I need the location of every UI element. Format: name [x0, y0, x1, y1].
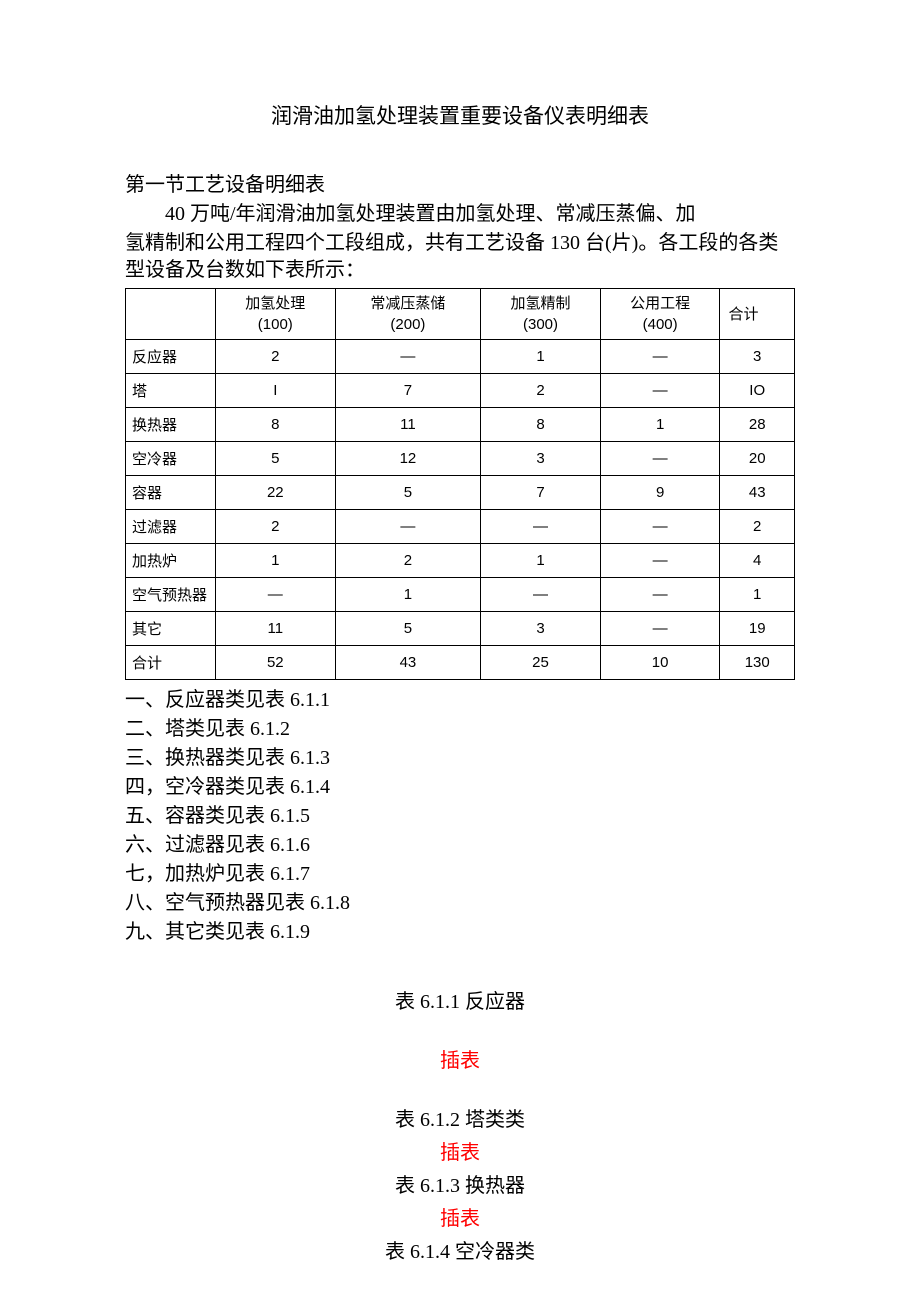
table-row: 容器2257943 — [126, 476, 795, 510]
intro-paragraph-line1: 40 万吨/年润滑油加氢处理装置由加氢处理、常减压蒸偏、加 — [125, 201, 795, 228]
list-item: 二、塔类见表 6.1.2 — [125, 715, 795, 744]
list-item: 六、过滤器见表 6.1.6 — [125, 831, 795, 860]
insert-table-placeholder: 插表 — [125, 1136, 795, 1165]
list-item: 一、反应器类见表 6.1.1 — [125, 686, 795, 715]
header-col3: 加氢精制(300) — [481, 289, 601, 340]
list-item: 八、空气预热器见表 6.1.8 — [125, 889, 795, 918]
table-row: 其它1153—19 — [126, 612, 795, 646]
table-row: 空冷器5123—20 — [126, 442, 795, 476]
list-item: 四，空冷器类见表 6.1.4 — [125, 773, 795, 802]
intro-paragraph-line2: 氢精制和公用工程四个工段组成，共有工艺设备 130 台(片)。各工段的各类型设备… — [125, 230, 795, 284]
table-row: 换热器8118128 — [126, 408, 795, 442]
header-col4: 公用工程(400) — [600, 289, 720, 340]
table-row: 过滤器2———2 — [126, 510, 795, 544]
table-row: 加热炉121—4 — [126, 544, 795, 578]
table-caption-612: 表 6.1.2 塔类类 — [125, 1103, 795, 1132]
table-caption-613: 表 6.1.3 换热器 — [125, 1169, 795, 1198]
table-caption-611: 表 6.1.1 反应器 — [125, 985, 795, 1014]
list-item: 三、换热器类见表 6.1.3 — [125, 744, 795, 773]
insert-table-placeholder: 插表 — [125, 1044, 795, 1073]
insert-table-placeholder: 插表 — [125, 1202, 795, 1231]
equipment-summary-table: 加氢处理(100) 常减压蒸储(200) 加氢精制(300) 公用工程(400)… — [125, 288, 795, 680]
section-heading: 第一节工艺设备明细表 — [125, 168, 795, 197]
document-title: 润滑油加氢处理装置重要设备仪表明细表 — [125, 100, 795, 130]
table-body: 反应器2—1—3 塔I72—IO 换热器8118128 空冷器5123—20 容… — [126, 340, 795, 680]
table-caption-614: 表 6.1.4 空冷器类 — [125, 1235, 795, 1264]
header-empty — [126, 289, 216, 340]
table-row: 塔I72—IO — [126, 374, 795, 408]
table-header-row: 加氢处理(100) 常减压蒸储(200) 加氢精制(300) 公用工程(400)… — [126, 289, 795, 340]
list-item: 五、容器类见表 6.1.5 — [125, 802, 795, 831]
table-row: 空气预热器—1——1 — [126, 578, 795, 612]
table-row: 合计52432510130 — [126, 646, 795, 680]
table-row: 反应器2—1—3 — [126, 340, 795, 374]
header-col5: 合计 — [720, 289, 795, 340]
list-item: 七，加热炉见表 6.1.7 — [125, 860, 795, 889]
list-item: 九、其它类见表 6.1.9 — [125, 918, 795, 947]
header-col1: 加氢处理(100) — [216, 289, 336, 340]
header-col2: 常减压蒸储(200) — [335, 289, 481, 340]
